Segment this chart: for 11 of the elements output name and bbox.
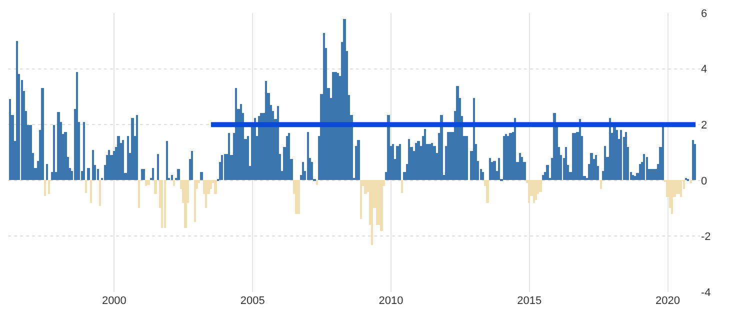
y-tick-label: 6 bbox=[701, 8, 708, 20]
x-tick-label: 2020 bbox=[656, 295, 680, 307]
y-tick-label: -4 bbox=[701, 286, 711, 299]
x-tick-label: 2000 bbox=[102, 295, 126, 307]
y-tick-label: 2 bbox=[701, 119, 708, 132]
x-tick-label: 2015 bbox=[517, 295, 542, 307]
y-tick-label: 0 bbox=[701, 175, 708, 188]
x-tick-label: 2005 bbox=[240, 295, 265, 307]
y-tick-label: -2 bbox=[701, 231, 711, 244]
x-tick-label: 2010 bbox=[378, 295, 404, 307]
y-tick-label: 4 bbox=[701, 64, 708, 76]
